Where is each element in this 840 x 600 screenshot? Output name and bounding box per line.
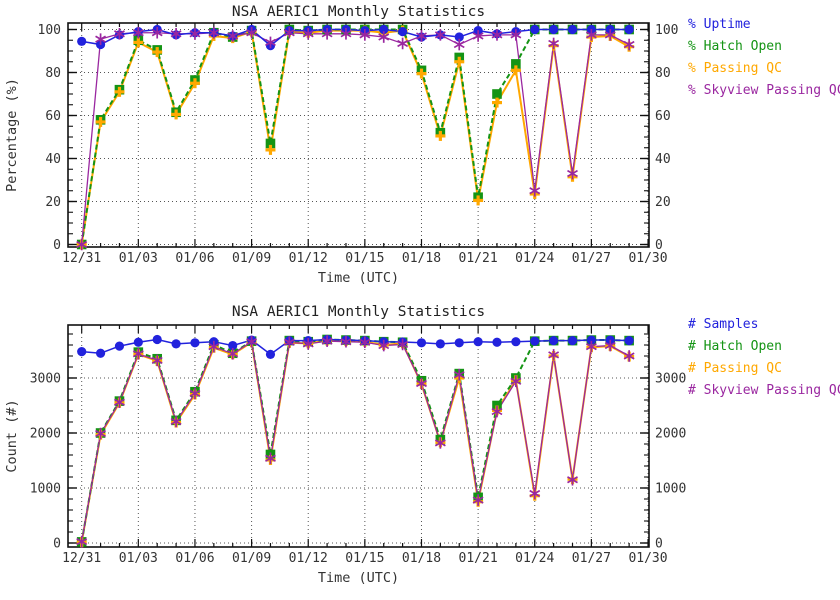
- legend-item-hatch-open: % Hatch Open: [688, 39, 782, 54]
- top-chart-svg: 0 0 20 20 40 40 60 60 80 80 100 100 12/31 01/03 01/06 0…: [4, 4, 678, 286]
- svg-text:01/27: 01/27: [572, 551, 611, 566]
- svg-text:3000: 3000: [30, 372, 61, 387]
- svg-text:01/18: 01/18: [402, 251, 441, 266]
- svg-text:01/21: 01/21: [459, 551, 498, 566]
- svg-text:0: 0: [53, 238, 61, 253]
- svg-text:100: 100: [38, 23, 61, 38]
- svg-text:01/12: 01/12: [289, 251, 328, 266]
- svg-text:0: 0: [53, 537, 61, 552]
- svg-text:01/24: 01/24: [515, 251, 554, 266]
- svg-text:01/27: 01/27: [572, 251, 611, 266]
- svg-text:0: 0: [655, 537, 663, 552]
- svg-text:12/31: 12/31: [62, 551, 101, 566]
- svg-text:Percentage (%): Percentage (%): [4, 78, 20, 192]
- legend-item-passing-qc: % Passing QC: [688, 61, 782, 76]
- legend-item-samples: # Samples: [688, 317, 759, 332]
- svg-text:12/31: 12/31: [62, 251, 101, 266]
- legend-item-skyview-passing-qc: % Skyview Passing QC: [688, 83, 840, 98]
- svg-text:01/15: 01/15: [345, 551, 384, 566]
- legend-item-uptime: % Uptime: [688, 17, 751, 32]
- svg-text:1000: 1000: [655, 482, 686, 497]
- svg-text:3000: 3000: [655, 372, 686, 387]
- svg-text:80: 80: [45, 66, 61, 81]
- svg-text:40: 40: [655, 152, 671, 167]
- svg-text:2000: 2000: [30, 427, 61, 442]
- svg-text:60: 60: [45, 109, 61, 124]
- svg-text:01/15: 01/15: [345, 251, 384, 266]
- svg-text:2000: 2000: [655, 427, 686, 442]
- svg-text:01/21: 01/21: [459, 251, 498, 266]
- svg-text:80: 80: [655, 66, 671, 81]
- svg-text:Time (UTC): Time (UTC): [318, 270, 399, 286]
- svg-text:01/30: 01/30: [628, 251, 667, 266]
- svg-text:Count (#): Count (#): [4, 399, 20, 472]
- svg-text:01/09: 01/09: [232, 251, 271, 266]
- svg-text:01/03: 01/03: [119, 251, 158, 266]
- legend-item-hatch-open-count: # Hatch Open: [688, 339, 782, 354]
- svg-text:40: 40: [45, 152, 61, 167]
- svg-text:NSA AERIC1 Monthly Statistics: NSA AERIC1 Monthly Statistics: [232, 4, 485, 20]
- svg-text:60: 60: [655, 109, 671, 124]
- svg-text:20: 20: [655, 195, 671, 210]
- svg-text:1000: 1000: [30, 482, 61, 497]
- svg-text:20: 20: [45, 195, 61, 210]
- svg-text:01/18: 01/18: [402, 551, 441, 566]
- svg-text:NSA AERIC1 Monthly Statistics: NSA AERIC1 Monthly Statistics: [232, 304, 485, 320]
- svg-text:01/09: 01/09: [232, 551, 271, 566]
- svg-text:Time (UTC): Time (UTC): [318, 570, 399, 586]
- svg-text:100: 100: [655, 23, 678, 38]
- svg-text:0: 0: [655, 238, 663, 253]
- bottom-chart-svg: 0 0 1000 1000 2000 2000 3000 3000 12/31 01/03 01/0…: [4, 304, 686, 586]
- svg-text:01/03: 01/03: [119, 551, 158, 566]
- svg-text:01/12: 01/12: [289, 551, 328, 566]
- svg-text:01/24: 01/24: [515, 551, 554, 566]
- legend-item-passing-qc-count: # Passing QC: [688, 361, 782, 376]
- legend-item-skyview-passing-qc-count: # Skyview Passing QC: [688, 383, 840, 398]
- svg-text:01/06: 01/06: [175, 251, 214, 266]
- svg-text:01/06: 01/06: [175, 551, 214, 566]
- svg-text:01/30: 01/30: [628, 551, 667, 566]
